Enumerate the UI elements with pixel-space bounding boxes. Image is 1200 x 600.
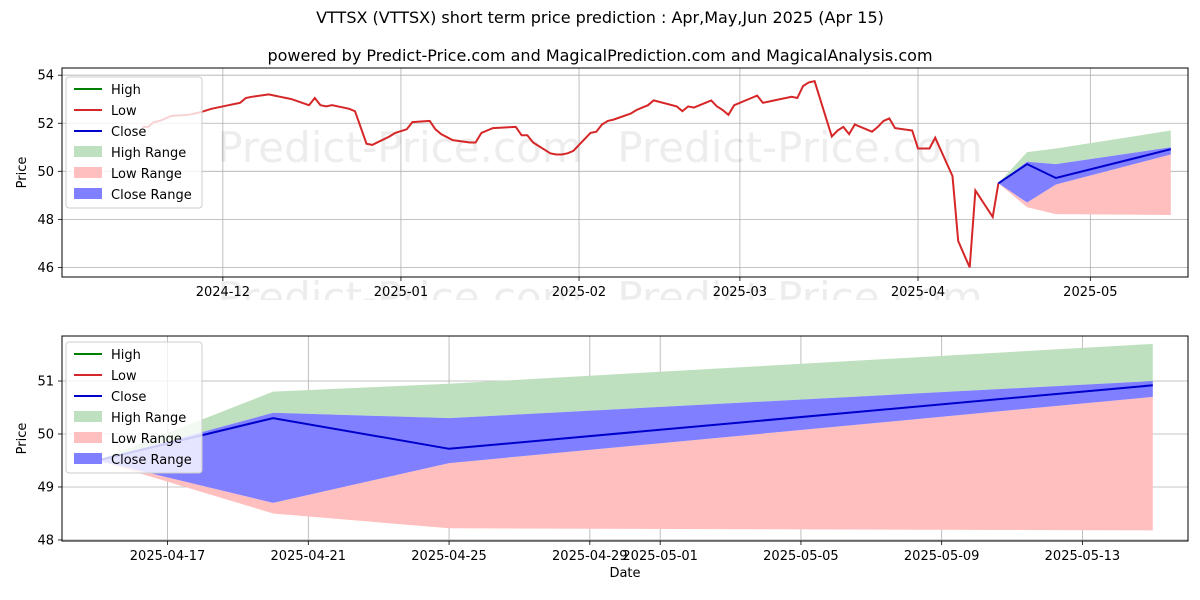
- legend-label-close: Close: [111, 125, 146, 140]
- axes-frame: 48 49 50 51 2025-04-17 2025-04-21 2025-04-25 20…: [15, 335, 1189, 581]
- y-tick-label: 49: [37, 480, 54, 495]
- x-tick-label: 2025-05-09: [904, 549, 980, 564]
- legend-swatch-low_range: [74, 432, 102, 443]
- close-range-band: [97, 381, 1153, 503]
- plot-frame: [61, 335, 1189, 542]
- x-tick-label: 2025-05-05: [763, 549, 839, 564]
- x-tick-label: 2025-04-21: [271, 549, 347, 564]
- axes-frame: 46 48 50 52 54 2024-12 2025-01 2025-02 2025-03 20…: [15, 67, 1189, 300]
- legend-label-close_range: Close Range: [111, 453, 192, 468]
- y-tick-label: 48: [37, 213, 54, 228]
- legend-label-low_range: Low Range: [111, 432, 182, 447]
- x-tick-label: 2025-04-29: [552, 549, 628, 564]
- x-tick-label: 2025-05-01: [622, 549, 698, 564]
- bottom-forecast-chart: Predict-Price.comPredict-Price.com484950…: [15, 335, 1189, 581]
- x-tick-label: 2025-05-13: [1045, 549, 1121, 564]
- x-tick-label: 2025-01: [374, 285, 428, 300]
- y-tick-label: 50: [37, 427, 54, 442]
- x-tick-label: 2025-03: [713, 285, 767, 300]
- close-range-band: [998, 147, 1171, 203]
- legend-label-low_range: Low Range: [111, 167, 182, 182]
- legend-label-close_range: Close Range: [111, 188, 192, 203]
- legend-label-low: Low: [111, 369, 137, 384]
- legend-swatch-high_range: [74, 146, 102, 157]
- legend-swatch-close_range: [74, 453, 102, 464]
- x-tick-label: 2025-05: [1063, 285, 1117, 300]
- x-tick-label: 2025-02: [552, 285, 606, 300]
- legend-label-high_range: High Range: [111, 146, 186, 161]
- x-tick-label: 2024-12: [196, 285, 250, 300]
- legend-label-high: High: [111, 83, 141, 98]
- high-range-band: [97, 343, 1153, 461]
- y-axis-label: Price: [15, 423, 30, 455]
- legend-swatch-low_range: [74, 167, 102, 178]
- close-forecast-line: [997, 148, 1172, 185]
- legend-label-high_range: High Range: [111, 411, 186, 426]
- top-price-chart: Predict-Price.com Predict-Price.comPredic…: [15, 67, 1189, 300]
- y-tick-label: 52: [37, 117, 54, 132]
- x-tick-label: 2025-04-17: [130, 549, 206, 564]
- legend-label-close: Close: [111, 390, 146, 405]
- y-axis-label: Price: [15, 157, 30, 189]
- legend-swatch-close_range: [74, 188, 102, 199]
- y-tick-label: 51: [37, 375, 54, 390]
- legend: High Low Close High Range Low Range Close Ran…: [65, 76, 203, 209]
- chart-subtitle: powered by Predict-Price.com and Magical…: [267, 46, 933, 65]
- y-tick-label: 50: [37, 165, 54, 180]
- plot-frame: [61, 67, 1189, 278]
- y-tick-label: 48: [37, 533, 54, 548]
- x-axis-label: Date: [609, 566, 640, 581]
- y-tick-label: 54: [37, 69, 54, 84]
- legend: High Low Close High Range Low Range Close Ran…: [65, 341, 203, 474]
- chart-title: VTTSX (VTTSX) short term price predictio…: [316, 8, 884, 27]
- high-range-band: [998, 130, 1171, 184]
- low-price-line: [142, 80, 1000, 268]
- y-tick-label: 46: [37, 261, 54, 276]
- legend-swatch-high_range: [74, 411, 102, 422]
- low-range-band: [998, 154, 1171, 215]
- legend-label-high: High: [111, 348, 141, 363]
- x-tick-label: 2025-04: [891, 285, 945, 300]
- low-range-band: [97, 396, 1153, 531]
- x-tick-label: 2025-04-25: [411, 549, 487, 564]
- legend-label-low: Low: [111, 104, 137, 119]
